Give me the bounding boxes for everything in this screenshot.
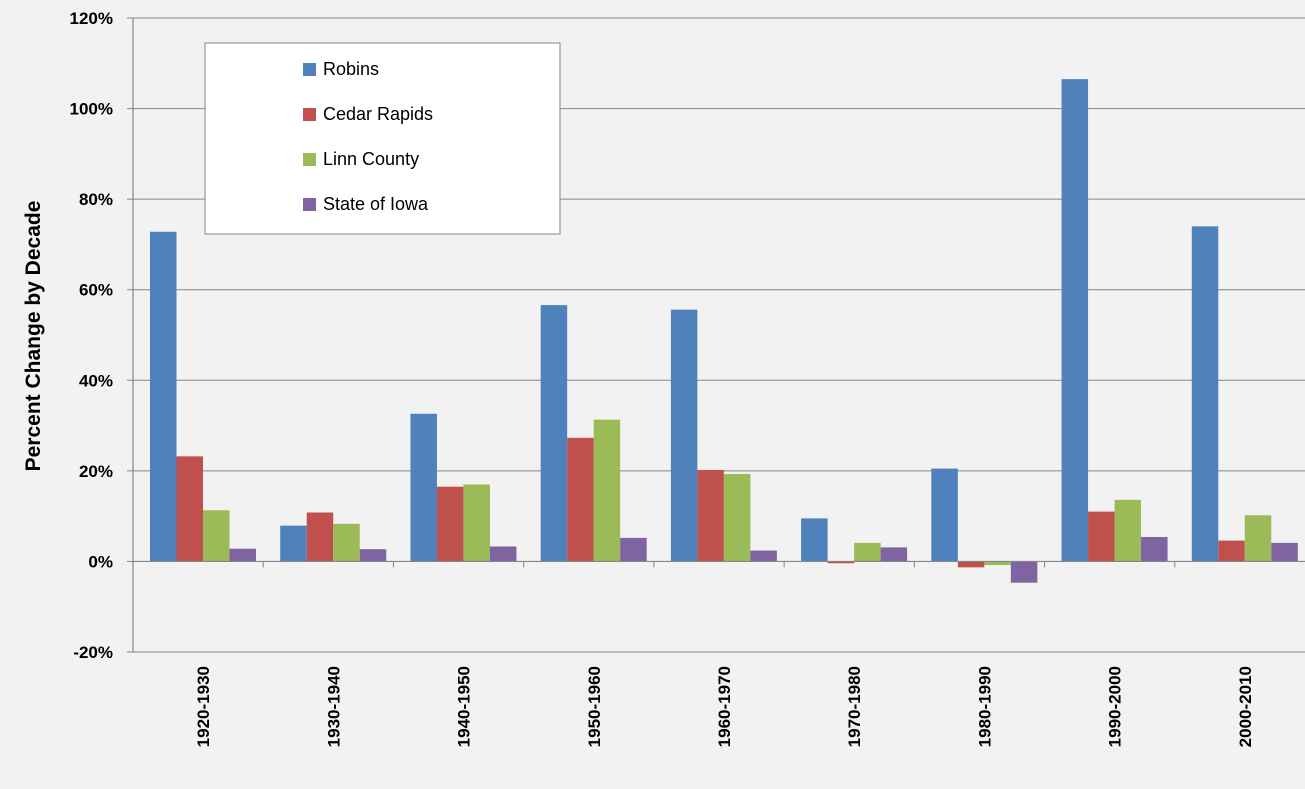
bar — [697, 469, 724, 562]
y-tick-label: 0% — [88, 552, 113, 571]
bar — [1010, 561, 1038, 583]
x-tick-labels: 1920-1930 1930-1940 1940-1950 1950-1960 1960… — [194, 666, 1255, 747]
bar — [801, 518, 828, 562]
bar — [1088, 511, 1115, 562]
axes — [132, 18, 1305, 652]
gridlines — [127, 17, 1305, 653]
x-tick-label: 1920-1930 — [194, 666, 213, 747]
legend-swatch — [303, 198, 316, 211]
legend-label: State of Iowa — [323, 194, 429, 214]
bars — [150, 79, 1298, 583]
y-axis-label: Percent Change by Decade — [22, 201, 45, 472]
x-tick-label: 1990-2000 — [1106, 666, 1125, 747]
bar — [1244, 515, 1272, 562]
bar — [880, 547, 908, 562]
bar — [410, 413, 437, 562]
x-tick-label: 1960-1970 — [715, 666, 734, 747]
bar — [750, 550, 777, 562]
bar — [463, 484, 490, 562]
y-tick-label: 80% — [79, 190, 113, 209]
bar — [931, 468, 958, 562]
legend-box — [204, 42, 561, 235]
x-tick-label: 1950-1960 — [585, 666, 604, 747]
bar — [957, 561, 985, 568]
bar — [593, 419, 621, 562]
legend-label: Robins — [323, 59, 379, 79]
y-tick-label: 120% — [70, 9, 113, 28]
x-tick-label: 1980-1990 — [975, 666, 994, 747]
bar — [984, 561, 1011, 566]
bar — [620, 537, 647, 562]
x-tick-label: 1930-1940 — [324, 666, 343, 747]
bar — [333, 523, 360, 562]
bar — [203, 510, 230, 562]
bar — [359, 549, 387, 562]
bar — [150, 231, 177, 562]
legend-label: Linn County — [323, 149, 419, 169]
bar — [567, 437, 594, 562]
bar — [670, 309, 698, 562]
y-tick-label: 60% — [79, 281, 113, 300]
bar — [1271, 542, 1298, 562]
bar — [436, 486, 464, 562]
bar — [854, 542, 881, 562]
y-tick-label: 100% — [70, 100, 113, 119]
bar — [1061, 79, 1089, 562]
bar — [540, 305, 568, 562]
bar — [827, 561, 855, 564]
y-tick-labels: -20% 0% 20% 40% 60% 80% 100% 120% — [70, 9, 113, 662]
legend-swatch — [303, 63, 316, 76]
legend-swatch — [303, 108, 316, 121]
legend-swatch — [303, 153, 316, 166]
bar — [176, 456, 203, 562]
bar — [489, 546, 517, 562]
bar — [306, 512, 334, 562]
x-tick-label: 2000-2010 — [1236, 666, 1255, 747]
legend-label: Cedar Rapids — [323, 104, 433, 124]
bar — [1191, 226, 1219, 562]
bar — [1141, 536, 1168, 562]
bar — [280, 525, 307, 562]
y-tick-label: -20% — [73, 643, 113, 662]
bar — [229, 548, 256, 562]
y-tick-label: 20% — [79, 462, 113, 481]
x-tick-label: 1970-1980 — [845, 666, 864, 747]
x-tick-label: 1940-1950 — [455, 666, 474, 747]
bar — [723, 474, 751, 562]
bar — [1114, 499, 1142, 562]
y-tick-label: 40% — [79, 371, 113, 390]
legend: Robins Cedar Rapids Linn County State of Io… — [204, 42, 561, 235]
bar — [1218, 540, 1245, 562]
